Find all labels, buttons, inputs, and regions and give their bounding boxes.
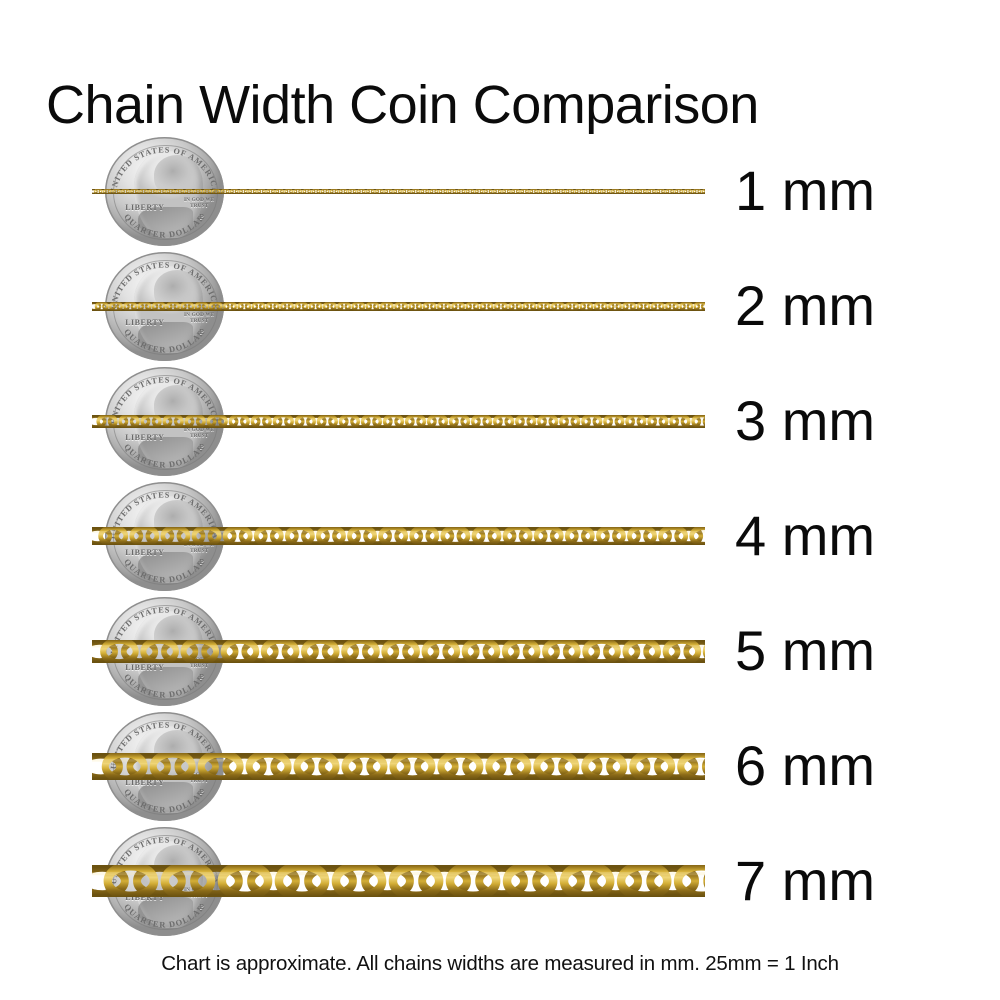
svg-text:QUARTER DOLLAR: QUARTER DOLLAR — [122, 787, 207, 814]
chain-size-label-6mm: 6 mm — [735, 734, 875, 797]
chain-size-label-7mm: 7 mm — [735, 849, 875, 912]
gold-chain-4mm — [92, 527, 705, 545]
gold-chain-links — [92, 414, 705, 428]
gold-chain-links — [92, 188, 705, 194]
gold-chain-1mm — [92, 188, 705, 194]
svg-text:UNITED STATES OF AMERICA: UNITED STATES OF AMERICA — [109, 145, 220, 194]
chain-row-5mm: UNITED STATES OF AMERICA QUARTER DOLLAR … — [0, 595, 1000, 707]
coin-legend-bottom: QUARTER DOLLAR — [122, 212, 206, 239]
svg-text:QUARTER DOLLAR: QUARTER DOLLAR — [122, 902, 207, 929]
chain-size-label-2mm: 2 mm — [735, 274, 875, 337]
coin-legend-top: UNITED STATES OF AMERICA — [109, 145, 219, 194]
coin-legend-bottom: QUARTER DOLLAR — [122, 672, 206, 699]
chain-row-6mm: UNITED STATES OF AMERICA QUARTER DOLLAR … — [0, 710, 1000, 822]
chain-row-1mm: UNITED STATES OF AMERICA QUARTER DOLLAR … — [0, 135, 1000, 247]
gold-chain-links — [92, 527, 705, 545]
gold-chain-6mm — [92, 752, 705, 780]
gold-chain-links — [92, 639, 705, 663]
coin-legend-bottom: QUARTER DOLLAR — [122, 557, 206, 584]
coin-legend-arcs: UNITED STATES OF AMERICA QUARTER DOLLAR — [109, 145, 220, 239]
coin-legend-bottom: QUARTER DOLLAR — [122, 327, 206, 354]
gold-chain-links — [92, 752, 705, 780]
svg-text:QUARTER DOLLAR: QUARTER DOLLAR — [122, 557, 207, 584]
page-title: Chain Width Coin Comparison — [46, 75, 759, 136]
gold-chain-3mm — [92, 414, 705, 428]
svg-text:QUARTER DOLLAR: QUARTER DOLLAR — [122, 672, 207, 699]
gold-chain-7mm — [92, 865, 705, 897]
svg-text:QUARTER DOLLAR: QUARTER DOLLAR — [122, 442, 207, 469]
svg-text:QUARTER DOLLAR: QUARTER DOLLAR — [122, 327, 207, 354]
chain-size-label-5mm: 5 mm — [735, 619, 875, 682]
chain-size-label-1mm: 1 mm — [735, 159, 875, 222]
gold-chain-links — [92, 301, 705, 311]
gold-chain-2mm — [92, 301, 705, 311]
coin-inner-ring — [113, 834, 218, 931]
coin-legend-bottom: QUARTER DOLLAR — [122, 442, 206, 469]
chain-row-2mm: UNITED STATES OF AMERICA QUARTER DOLLAR … — [0, 250, 1000, 362]
svg-text:QUARTER DOLLAR: QUARTER DOLLAR — [122, 212, 207, 239]
gold-chain-5mm — [92, 639, 705, 663]
chain-size-label-4mm: 4 mm — [735, 504, 875, 567]
chain-row-3mm: UNITED STATES OF AMERICA QUARTER DOLLAR … — [0, 365, 1000, 477]
chart-footnote: Chart is approximate. All chains widths … — [161, 952, 839, 975]
coin-legend-bottom: QUARTER DOLLAR — [122, 902, 206, 929]
chain-size-label-3mm: 3 mm — [735, 389, 875, 452]
gold-chain-links — [92, 865, 705, 897]
coin-legend-bottom: QUARTER DOLLAR — [122, 787, 206, 814]
chain-row-4mm: UNITED STATES OF AMERICA QUARTER DOLLAR … — [0, 480, 1000, 592]
chain-row-7mm: UNITED STATES OF AMERICA QUARTER DOLLAR … — [0, 825, 1000, 937]
coin-washington-bust — [133, 151, 203, 239]
